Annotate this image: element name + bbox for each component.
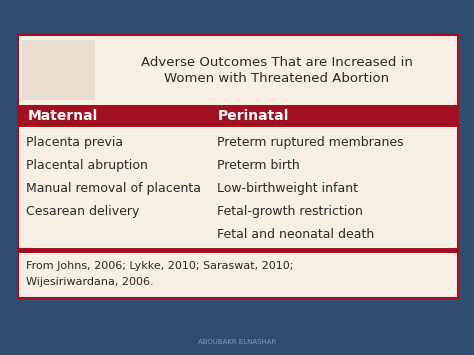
- Text: ABOUBAKR ELNASHAR: ABOUBAKR ELNASHAR: [198, 339, 276, 345]
- Text: Women with Threatened Abortion: Women with Threatened Abortion: [164, 71, 389, 84]
- Text: Low-birthweight infant: Low-birthweight infant: [218, 182, 358, 195]
- Bar: [18, 248, 458, 253]
- Text: From Johns, 2006; Lykke, 2010; Saraswat, 2010;: From Johns, 2006; Lykke, 2010; Saraswat,…: [26, 261, 293, 271]
- Text: Placental abruption: Placental abruption: [26, 159, 148, 172]
- Text: Preterm birth: Preterm birth: [218, 159, 300, 172]
- Text: Cesarean delivery: Cesarean delivery: [26, 205, 139, 218]
- Text: Manual removal of placenta: Manual removal of placenta: [26, 182, 201, 195]
- Bar: [22, 40, 95, 100]
- Text: Placenta previa: Placenta previa: [26, 136, 123, 149]
- Bar: [18, 105, 458, 127]
- Text: Perinatal: Perinatal: [218, 109, 289, 123]
- Text: Fetal and neonatal death: Fetal and neonatal death: [218, 228, 374, 241]
- Bar: [18, 35, 458, 298]
- Text: Preterm ruptured membranes: Preterm ruptured membranes: [218, 136, 404, 149]
- Text: Fetal-growth restriction: Fetal-growth restriction: [218, 205, 363, 218]
- Text: Maternal: Maternal: [28, 109, 98, 123]
- Text: Adverse Outcomes That are Increased in: Adverse Outcomes That are Increased in: [141, 56, 412, 70]
- Text: Wijesiriwardana, 2006.: Wijesiriwardana, 2006.: [26, 277, 154, 287]
